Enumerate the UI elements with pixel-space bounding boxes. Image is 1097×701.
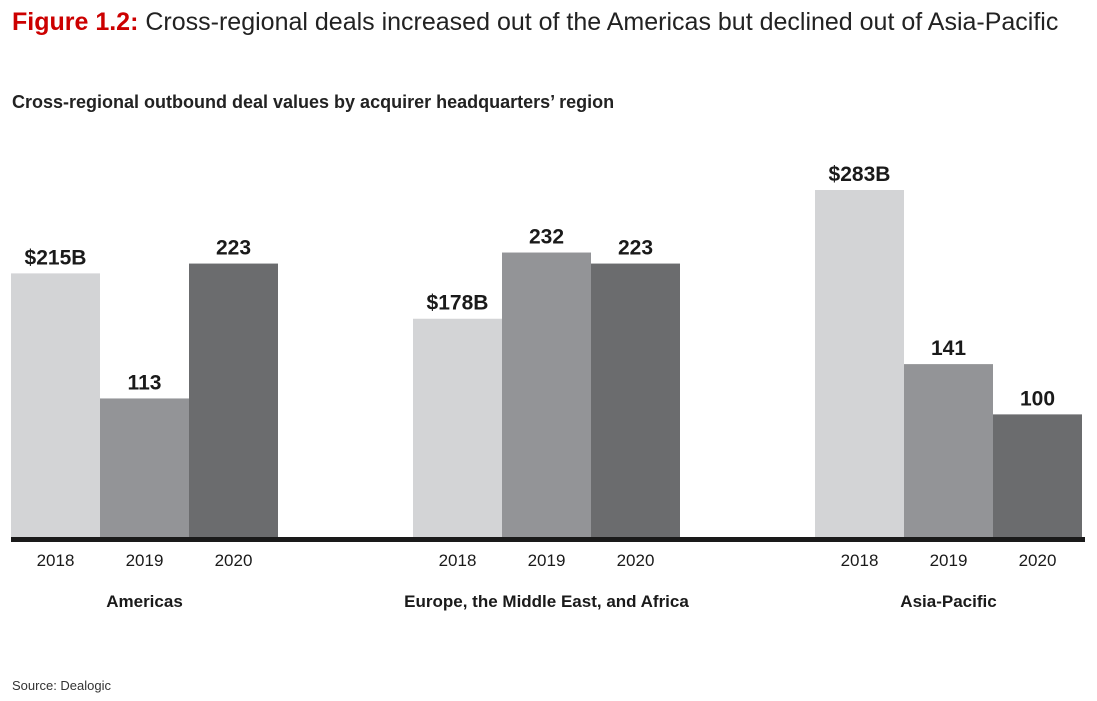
data-label: 141 <box>931 337 966 360</box>
data-label: 223 <box>618 237 653 260</box>
bar-2019 <box>502 252 591 537</box>
bar-2019 <box>100 398 189 537</box>
x-tick-label: 2019 <box>528 551 566 570</box>
x-tick-label: 2020 <box>215 551 253 570</box>
group-label: Americas <box>106 592 183 611</box>
bar-2020 <box>993 414 1082 537</box>
figure-title: Figure 1.2: Cross-regional deals increas… <box>12 6 1058 38</box>
data-label: $178B <box>427 292 489 315</box>
data-label: $283B <box>829 163 891 186</box>
figure-title-text: Cross-regional deals increased out of th… <box>145 8 1059 36</box>
x-tick-label: 2018 <box>841 551 879 570</box>
x-tick-label: 2019 <box>930 551 968 570</box>
x-axis-baseline <box>11 537 1085 542</box>
group-label: Europe, the Middle East, and Africa <box>404 592 689 611</box>
bar-2018 <box>11 273 100 537</box>
data-label: $215B <box>25 246 87 269</box>
x-tick-label: 2018 <box>37 551 75 570</box>
data-label: 100 <box>1020 387 1055 410</box>
chart-title: Cross-regional outbound deal values by a… <box>12 92 615 112</box>
source-note: Source: Dealogic <box>12 678 111 693</box>
x-tick-label: 2019 <box>126 551 164 570</box>
x-tick-label: 2018 <box>439 551 477 570</box>
bar-2020 <box>189 263 278 537</box>
x-tick-label: 2020 <box>617 551 655 570</box>
bar-2018 <box>815 190 904 537</box>
figure-label: Figure 1.2: <box>12 8 139 36</box>
data-label: 223 <box>216 237 251 260</box>
bar-2020 <box>591 263 680 537</box>
data-label: 113 <box>128 371 162 394</box>
bar-2018 <box>413 318 502 537</box>
x-tick-label: 2020 <box>1019 551 1057 570</box>
data-label: 232 <box>529 226 564 249</box>
group-label: Asia-Pacific <box>900 592 996 611</box>
bar-2019 <box>904 364 993 537</box>
